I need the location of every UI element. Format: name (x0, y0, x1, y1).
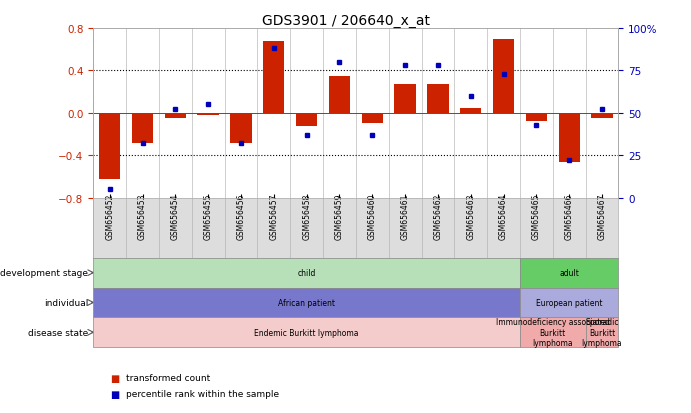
Text: European patient: European patient (536, 298, 603, 307)
Bar (329, 76, 350, 114)
Text: child: child (297, 268, 316, 278)
Text: percentile rank within the sample: percentile rank within the sample (126, 389, 279, 398)
Bar (460, 108, 482, 114)
Bar (558, 114, 580, 162)
Text: ■: ■ (111, 389, 120, 399)
Bar (526, 114, 547, 122)
Text: Immunodeficiency associated
Burkitt
lymphoma: Immunodeficiency associated Burkitt lymp… (496, 318, 609, 347)
Text: individual: individual (44, 298, 88, 307)
Text: GDS3901 / 206640_x_at: GDS3901 / 206640_x_at (261, 14, 430, 28)
Text: Sporadic
Burkitt
lymphoma: Sporadic Burkitt lymphoma (582, 318, 623, 347)
Bar (361, 114, 383, 124)
Text: transformed count: transformed count (126, 373, 210, 382)
Bar (198, 114, 219, 116)
Text: adult: adult (559, 268, 579, 278)
Bar (132, 114, 153, 143)
Bar (99, 114, 120, 179)
Bar (263, 42, 285, 114)
Text: ■: ■ (111, 373, 120, 383)
Bar (296, 114, 317, 126)
Bar (164, 114, 186, 119)
Bar (427, 85, 448, 114)
Text: Endemic Burkitt lymphoma: Endemic Burkitt lymphoma (254, 328, 359, 337)
Text: development stage: development stage (1, 268, 88, 278)
Bar (493, 40, 514, 114)
Bar (591, 114, 613, 119)
Text: disease state: disease state (28, 328, 88, 337)
Text: African patient: African patient (278, 298, 335, 307)
Bar (395, 85, 416, 114)
Bar (230, 114, 252, 143)
